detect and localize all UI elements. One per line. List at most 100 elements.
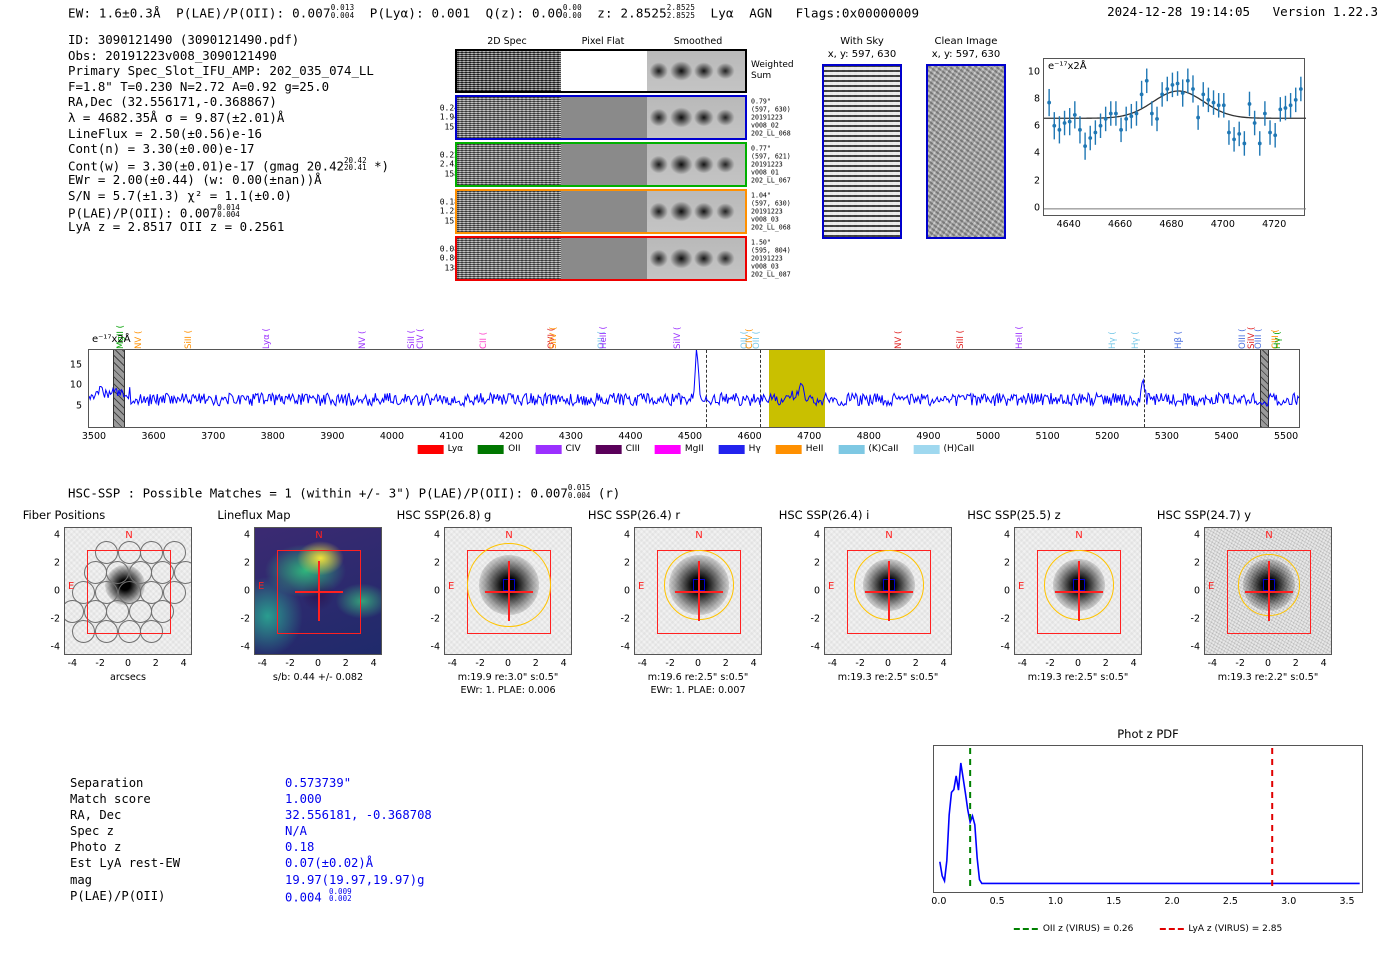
imaging-ytick: 0 [53, 585, 60, 597]
spec2d-image-smoothed [647, 238, 745, 279]
header-class: AGN [749, 5, 773, 21]
legend-label: Lyα [447, 444, 464, 454]
fiber-circle [140, 540, 164, 564]
spec2d-image-flat [560, 51, 648, 91]
imaging-xtick: 2 [912, 658, 919, 669]
legend-color-swatch [838, 444, 865, 454]
info-sn-chi2: S/N = 5.7(±1.3) χ² = 1.1(±0.0) [68, 187, 292, 203]
info-plae: P(LAE)/P(OII): 0.007 0.014 0.004 [68, 203, 389, 220]
fiber-circle [128, 560, 152, 584]
spec2d-header-2dspec: 2D Spec [487, 36, 527, 47]
fiber-circle [106, 560, 130, 584]
match-table-row: Separation 0.573739" [70, 775, 432, 791]
spec2d-image-smoothed [647, 144, 745, 185]
spec2d-header-pixelflat: Pixel Flat [581, 36, 625, 47]
info-cont-w-pre: Cont(w) = 3.30(±0.01)e-17 (gmag 20.42 [68, 158, 345, 174]
imaging-ytick: -2 [50, 613, 60, 625]
imaging-ytick: -4 [240, 641, 250, 653]
imaging-panel-title: HSC SSP(26.4) r [587, 508, 681, 522]
imaging-ytick: 4 [243, 529, 250, 541]
match-table-value: N/A [285, 824, 308, 839]
fiber-circle [151, 560, 175, 584]
imaging-panel-caption: m:19.3 re:2.5" s:0.5" [837, 672, 939, 683]
info-plae-pre: P(LAE)/P(OII): 0.007 [68, 204, 218, 220]
spec2d-row-left-labels: 0.24 1.94 157 [439, 103, 459, 132]
legend-label: MgII [684, 444, 704, 454]
header-version: Version 1.22.3 [1272, 4, 1378, 19]
effective-radius-circle [467, 543, 551, 627]
imaging-ytick: 4 [623, 529, 630, 541]
spectrum-legend-item: Lyα [417, 444, 464, 454]
info-cont-w-post: *) [374, 158, 389, 174]
imaging-ytick: 2 [433, 557, 440, 569]
imaging-ytick: -2 [430, 613, 440, 625]
imaging-xtick: 0 [504, 658, 512, 669]
north-label: N [1075, 530, 1083, 541]
imaging-xtick: 0 [124, 658, 132, 669]
emission-line-label: SiIV ( [673, 326, 684, 349]
fiber-circle [117, 620, 141, 643]
east-label: E [448, 580, 455, 592]
imaging-ytick: 0 [623, 585, 630, 597]
east-label: E [258, 580, 265, 592]
imaging-ytick: -2 [1190, 613, 1200, 625]
spec2d-weighted-sum-label: Weighted Sum [751, 60, 794, 81]
spectrum-xtick: 3900 [320, 431, 345, 442]
imaging-xtick: 2 [152, 658, 159, 669]
spec2d-panel: 2D Spec Pixel Flat Smoothed Weighted Sum… [440, 36, 794, 283]
legend-color-swatch [718, 444, 745, 454]
legend-color-swatch [775, 444, 802, 454]
photz-xtick: 1.0 [1047, 896, 1063, 907]
hsc-header-bounds: 0.015 0.004 [567, 483, 591, 500]
spec2d-image-2d [457, 191, 561, 232]
header-flags: Flags:0x00000009 [795, 5, 920, 21]
fiber-circle [140, 580, 164, 604]
header-qz-value: 0.00 [532, 5, 563, 21]
line-profile-ytick: 4 [1033, 147, 1040, 159]
spectrum-xtick: 4200 [499, 431, 524, 442]
spectrum-xtick: 5000 [975, 431, 1001, 442]
header-plae-value: 0.007 [292, 5, 331, 21]
imaging-ytick: 2 [1193, 557, 1200, 569]
emission-line-label: Lyα ( [261, 328, 272, 349]
spec2d-row-right-labels: 1.50" (595, 804) 20191223 v008_03 202_LL… [751, 237, 791, 279]
imaging-xtick: -4 [257, 658, 268, 669]
line-profile-xtick: 4680 [1159, 219, 1184, 230]
imaging-xtick: 0 [884, 658, 892, 669]
aperture-box [87, 550, 171, 634]
line-profile-xtick: 4720 [1262, 219, 1287, 230]
spectrum-legend-item: CIV [535, 444, 581, 454]
imaging-xtick: 0 [694, 658, 702, 669]
imaging-xtick: -2 [855, 658, 865, 669]
match-table-value: 19.97(19.97,19.97)g [285, 872, 425, 887]
imaging-xtick: -4 [1017, 658, 1028, 669]
spec2d-header-smoothed: Smoothed [673, 36, 723, 47]
match-table-row: RA, Dec 32.556181, -0.368708 [70, 807, 432, 823]
spectrum-xtick: 4300 [558, 431, 583, 442]
imaging-ytick: 0 [813, 585, 820, 597]
fiber-circle [94, 580, 118, 604]
imaging-ytick: 2 [53, 557, 60, 569]
line-profile-xtick: 4640 [1056, 219, 1081, 230]
match-table-key: Separation [70, 776, 144, 790]
spectrum-highlight-band [768, 350, 826, 427]
hsc-header-filter: (r) [597, 485, 621, 501]
emission-line-label: HeII ( [598, 326, 609, 349]
emission-line-label: CIV ( [415, 328, 426, 350]
header-line-id: Lyα [710, 5, 734, 21]
fiber-circle [162, 540, 186, 564]
emission-line-label: NV ( [894, 330, 905, 349]
spec2d-row-left-labels: 0.18 1.25 157 [439, 197, 459, 226]
spec2d-image-2d [457, 51, 561, 91]
imaging-ytick: -4 [50, 641, 60, 653]
east-label: E [828, 580, 835, 592]
match-table-value: 0.07(±0.02)Å [285, 856, 374, 871]
imaging-xtick: 2 [1292, 658, 1299, 669]
